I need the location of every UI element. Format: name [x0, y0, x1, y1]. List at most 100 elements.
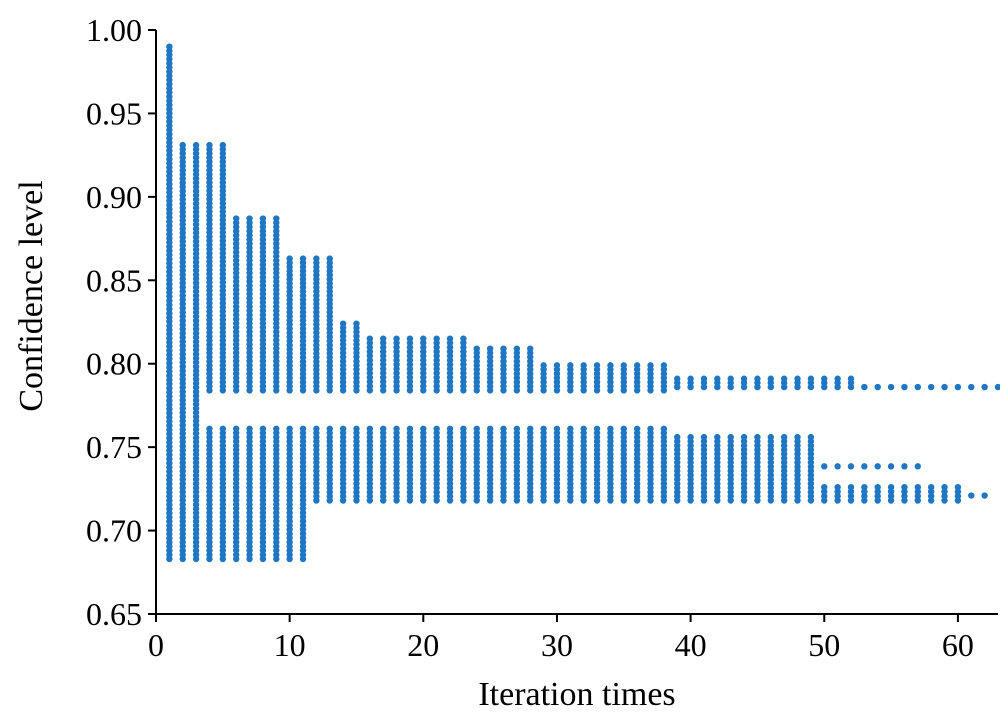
data-point [874, 383, 881, 391]
x-tick-label: 0 [148, 627, 164, 663]
data-point [460, 425, 467, 432]
x-tick-label: 10 [274, 627, 306, 663]
data-point [674, 433, 681, 441]
data-point [847, 463, 855, 470]
data-point [954, 383, 962, 391]
data-point [821, 375, 828, 382]
data-point [740, 433, 748, 441]
data-point [874, 463, 881, 470]
data-point [500, 425, 507, 432]
data-point [406, 335, 414, 342]
data-point [941, 492, 948, 500]
data-point [834, 492, 841, 500]
data-point [687, 433, 694, 441]
data-point [380, 425, 387, 432]
data-point [473, 425, 480, 432]
data-point [861, 488, 868, 495]
data-point [166, 43, 173, 50]
data-point [927, 488, 935, 495]
data-point [821, 488, 828, 495]
data-point [834, 488, 841, 495]
data-point [887, 463, 895, 470]
data-point [861, 497, 868, 504]
data-point [887, 492, 895, 500]
y-axis-title: Confidence level [13, 180, 50, 411]
data-point [901, 488, 908, 495]
data-point [780, 433, 788, 441]
data-point [339, 320, 347, 327]
data-point [861, 492, 868, 500]
data-point [553, 425, 561, 432]
data-point [834, 463, 841, 470]
data-point [567, 362, 574, 369]
y-tick-label: 0.70 [86, 513, 142, 549]
data-point [527, 345, 534, 352]
data-point [259, 425, 267, 432]
data-point [380, 335, 387, 342]
data-point [954, 483, 962, 491]
axis-ticks: 0 10 20 30 40 50 60 0.65 0.70 0.75 0.80 0.85 0.90 0.9… [86, 12, 974, 663]
data-point [714, 433, 721, 441]
data-point [901, 463, 908, 470]
data-point [954, 492, 962, 500]
data-point [954, 488, 962, 495]
data-point [366, 335, 374, 342]
data-point [246, 215, 253, 222]
data-point [914, 488, 922, 495]
data-point [727, 433, 734, 441]
data-point [326, 425, 333, 432]
data-point [821, 463, 828, 470]
data-point [767, 375, 774, 382]
data-point [607, 425, 614, 432]
data-point [232, 425, 240, 432]
x-tick-label: 40 [675, 627, 707, 663]
data-point [821, 483, 828, 491]
data-point [660, 425, 668, 432]
data-point [553, 362, 561, 369]
data-point [540, 425, 547, 432]
x-tick-label: 60 [942, 627, 974, 663]
data-point [767, 433, 774, 441]
data-point [593, 362, 601, 369]
data-point [219, 141, 227, 149]
data-point [994, 383, 1000, 391]
data-point [834, 483, 841, 491]
data-point [807, 433, 815, 441]
data-point [941, 383, 948, 391]
x-tick-label: 20 [407, 627, 439, 663]
data-point [486, 345, 494, 352]
data-point [299, 425, 307, 432]
data-point [887, 497, 895, 504]
data-point [393, 425, 400, 432]
x-tick-label: 30 [541, 627, 573, 663]
y-tick-label: 1.00 [86, 12, 142, 48]
data-point [754, 433, 761, 441]
data-point [874, 488, 881, 495]
data-point [834, 497, 841, 504]
y-tick-label: 0.95 [86, 95, 142, 131]
data-point [727, 375, 734, 382]
data-point [847, 375, 855, 382]
data-point [794, 433, 801, 441]
data-point [580, 362, 587, 369]
data-point [406, 425, 414, 432]
data-point [620, 362, 627, 369]
data-point [593, 425, 601, 432]
data-point [740, 375, 748, 382]
data-point [313, 425, 320, 432]
data-point [607, 362, 614, 369]
data-point [981, 383, 988, 391]
data-point [633, 425, 641, 432]
data-point [941, 483, 948, 491]
data-point [861, 463, 868, 470]
data-point [834, 375, 841, 382]
data-point [433, 335, 440, 342]
data-point [446, 335, 454, 342]
data-point [901, 383, 908, 391]
data-point [460, 335, 467, 342]
data-point [433, 425, 440, 432]
data-point [847, 492, 855, 500]
data-point [887, 383, 895, 391]
data-point [874, 492, 881, 500]
y-tick-label: 0.65 [86, 596, 142, 632]
